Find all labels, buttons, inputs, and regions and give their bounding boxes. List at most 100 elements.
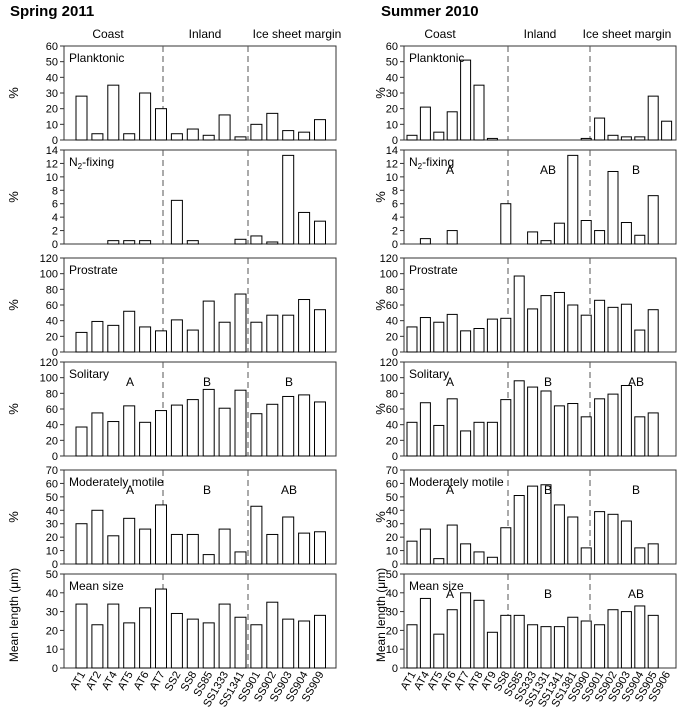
spring-ylabel: % bbox=[6, 191, 21, 203]
summer-ytick-label: 10 bbox=[386, 172, 398, 184]
spring-significance-letter: AB bbox=[281, 483, 297, 497]
summer-panel-label: Prostrate bbox=[409, 263, 458, 277]
spring-category-label-ss2: SS2 bbox=[163, 670, 184, 694]
summer-ylabel: % bbox=[373, 87, 388, 99]
spring-bar-at2 bbox=[91, 133, 104, 141]
spring-bar-at6 bbox=[139, 326, 152, 353]
spring-bar-ss8 bbox=[186, 329, 199, 353]
summer-bar-ss1381 bbox=[567, 516, 579, 565]
spring-bar-ss2 bbox=[170, 612, 183, 669]
summer-ytick-label: 2 bbox=[392, 226, 398, 238]
spring-bar-ss909 bbox=[314, 531, 326, 565]
summer-ytick-label: 50 bbox=[386, 569, 398, 581]
summer-panel-1: 0 10 20 30 40 50 60% Planktonic bbox=[373, 41, 677, 147]
summer-bar-ss990 bbox=[580, 137, 592, 141]
summer-bar-at5 bbox=[433, 424, 445, 457]
spring-bar-ss2 bbox=[170, 199, 183, 245]
spring-bar-ss902 bbox=[266, 241, 279, 245]
summer-ytick-label: 0 bbox=[392, 559, 398, 571]
summer-bar-ss1331 bbox=[540, 626, 552, 669]
summer-panel-frame bbox=[403, 469, 677, 565]
spring-bar-at7 bbox=[155, 108, 167, 141]
summer-ytick-label: 0 bbox=[392, 239, 398, 251]
summer-bar-at9 bbox=[486, 556, 498, 565]
spring-bar-ss2 bbox=[170, 533, 183, 565]
summer-bar-ss85 bbox=[513, 614, 525, 669]
spring-panel-frame bbox=[63, 573, 337, 669]
summer-ytick-label: 30 bbox=[386, 607, 398, 619]
summer-bar-ss990 bbox=[580, 620, 592, 669]
spring-ytick-label: 60 bbox=[46, 41, 58, 53]
summer-bar-at4 bbox=[419, 317, 431, 353]
summer-ytick-label: 0 bbox=[392, 347, 398, 359]
summer-ylabel: Mean length (μm) bbox=[374, 568, 388, 662]
summer-bar-at5 bbox=[433, 633, 445, 669]
summer-ytick-label: 30 bbox=[386, 519, 398, 531]
spring-bar-ss903 bbox=[282, 618, 295, 669]
summer-bar-ss1341 bbox=[553, 405, 565, 457]
spring-significance-letter: B bbox=[203, 483, 211, 497]
plot-layer: 0102030405060%Planktonic02468101214%N2-f… bbox=[6, 41, 677, 709]
spring-bar-ss1333 bbox=[218, 528, 231, 565]
spring-bar-at2 bbox=[91, 624, 104, 669]
summer-bar-at8 bbox=[473, 328, 485, 353]
summer-bar-ss902 bbox=[607, 609, 619, 669]
spring-bar-ss8 bbox=[186, 618, 199, 669]
spring-bar-ss1341 bbox=[234, 551, 247, 565]
summer-bar-ss904 bbox=[634, 329, 646, 353]
summer-bar-at1 bbox=[406, 624, 418, 669]
spring-ytick-label: 50 bbox=[46, 569, 58, 581]
summer-bar-ss903 bbox=[620, 520, 632, 565]
spring-category-label-at5: AT5 bbox=[116, 670, 136, 693]
spring-bar-ss904 bbox=[298, 620, 311, 669]
summer-bar-ss333 bbox=[527, 485, 539, 565]
spring-ytick-label: 40 bbox=[46, 588, 58, 600]
summer-ytick-label: 80 bbox=[386, 284, 398, 296]
spring-ytick-label: 0 bbox=[52, 239, 58, 251]
summer-ylabel: % bbox=[373, 511, 388, 523]
spring-panel-label: N2-fixing bbox=[69, 155, 114, 171]
spring-ytick-label: 100 bbox=[40, 373, 58, 385]
spring-panel-label: Mean size bbox=[69, 579, 124, 593]
summer-bar-ss904 bbox=[634, 416, 646, 457]
summer-bar-ss902 bbox=[607, 134, 619, 141]
summer-ytick-label: 60 bbox=[386, 300, 398, 312]
spring-bar-ss1341 bbox=[234, 238, 247, 245]
summer-bar-ss902 bbox=[607, 393, 619, 457]
summer-bar-ss1341 bbox=[553, 504, 565, 565]
spring-bar-at4 bbox=[107, 240, 120, 245]
spring-bar-ss902 bbox=[266, 601, 279, 669]
summer-bar-ss901 bbox=[594, 624, 606, 669]
summer-ytick-label: 20 bbox=[386, 625, 398, 637]
spring-bar-at4 bbox=[107, 84, 120, 141]
summer-bar-at9 bbox=[486, 137, 498, 141]
spring-ytick-label: 4 bbox=[52, 212, 58, 224]
spring-bar-at1 bbox=[75, 95, 88, 141]
spring-ylabel: % bbox=[6, 403, 21, 415]
summer-bar-ss1341 bbox=[553, 291, 565, 353]
summer-bar-ss902 bbox=[607, 513, 619, 565]
spring-bar-ss902 bbox=[266, 112, 279, 141]
summer-significance-letter: B bbox=[632, 483, 640, 497]
summer-bar-at1 bbox=[406, 134, 418, 141]
summer-bar-ss8 bbox=[500, 203, 512, 245]
spring-ytick-label: 50 bbox=[46, 492, 58, 504]
summer-ylabel: % bbox=[373, 403, 388, 415]
summer-significance-letter: AB bbox=[540, 163, 556, 177]
spring-bar-ss85 bbox=[202, 622, 215, 669]
spring-bar-ss1341 bbox=[234, 616, 247, 669]
summer-bar-at6 bbox=[446, 111, 458, 141]
spring-category-label-at2: AT2 bbox=[84, 670, 104, 693]
spring-bar-at5 bbox=[123, 517, 136, 565]
summer-bar-at1 bbox=[406, 421, 418, 457]
spring-ytick-label: 60 bbox=[46, 404, 58, 416]
summer-bar-ss85 bbox=[513, 380, 525, 457]
summer-bar-ss901 bbox=[594, 230, 606, 245]
spring-bar-ss909 bbox=[314, 309, 326, 353]
summer-ytick-label: 40 bbox=[386, 505, 398, 517]
summer-bar-ss904 bbox=[634, 605, 646, 669]
summer-ytick-label: 0 bbox=[392, 663, 398, 675]
summer-bar-at6 bbox=[446, 524, 458, 565]
